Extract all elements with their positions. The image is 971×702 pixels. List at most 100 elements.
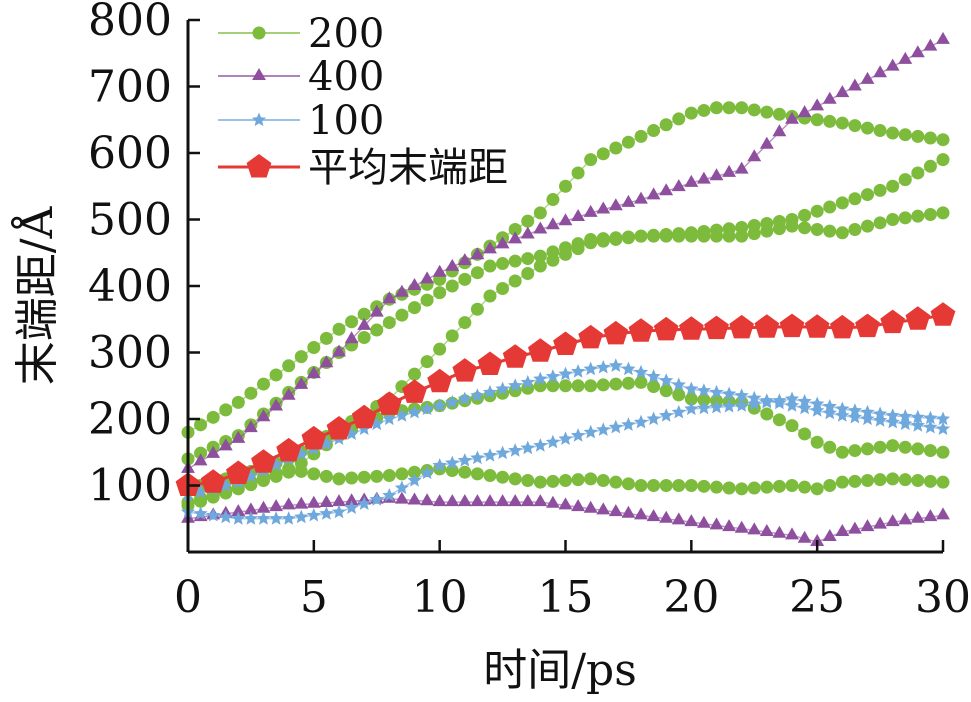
data-point: [306, 507, 321, 522]
data-point: [369, 304, 384, 317]
data-point: [709, 168, 724, 181]
data-point: [193, 453, 208, 466]
data-point: [734, 161, 749, 174]
data-point: [218, 509, 233, 524]
data-point: [697, 171, 711, 184]
data-point: [433, 286, 447, 300]
data-point: [910, 409, 925, 424]
data-point: [747, 103, 761, 117]
data-point: [634, 507, 648, 520]
data-point: [457, 453, 472, 467]
data-point: [835, 475, 849, 489]
data-point: [470, 266, 484, 280]
data-point: [797, 400, 812, 415]
data-point: [445, 329, 459, 343]
data-point: [911, 166, 925, 180]
data-point: [596, 474, 610, 488]
data-point: [760, 224, 774, 238]
data-point: [785, 479, 799, 492]
data-point: [672, 229, 686, 243]
data-point: [470, 302, 484, 316]
data-point: [445, 394, 460, 409]
data-point: [823, 479, 837, 492]
data-point: [810, 396, 825, 411]
data-point: [885, 414, 900, 429]
data-point: [369, 416, 384, 431]
data-point: [697, 515, 711, 528]
legend-item: 400: [218, 54, 384, 100]
data-point: [457, 494, 472, 507]
data-point: [697, 393, 711, 407]
data-point: [880, 309, 905, 334]
data-point: [244, 420, 258, 433]
data-point: [520, 374, 535, 389]
data-point: [402, 379, 427, 403]
data-point: [709, 517, 724, 530]
data-point: [873, 516, 887, 529]
data-point: [911, 442, 925, 456]
data-point: [747, 481, 761, 495]
data-point: [659, 118, 673, 132]
x-axis-title: 时间/ps: [483, 645, 637, 696]
data-point: [779, 313, 805, 338]
data-point: [936, 475, 950, 489]
data-point: [647, 380, 661, 394]
data-point: [357, 307, 371, 321]
y-tick-label: 500: [88, 195, 172, 246]
data-point: [445, 494, 460, 507]
data-point: [452, 358, 478, 382]
data-point: [923, 444, 937, 458]
x-tick-label: 5: [300, 572, 328, 623]
data-point: [332, 344, 346, 357]
data-point: [923, 131, 937, 145]
data-point: [810, 98, 825, 111]
data-point: [709, 399, 724, 414]
data-point: [747, 149, 762, 162]
data-point: [798, 480, 812, 494]
y-tick-label: 600: [88, 128, 172, 179]
data-point: [445, 279, 459, 293]
data-point: [533, 475, 547, 489]
data-point: [603, 320, 629, 345]
data-point: [583, 204, 598, 217]
data-point: [206, 410, 220, 424]
data-point: [326, 416, 352, 440]
data-point: [923, 509, 938, 522]
data-point: [420, 493, 434, 506]
data-point: [772, 393, 787, 407]
data-point: [231, 511, 246, 525]
data-point: [546, 474, 560, 488]
data-point: [671, 404, 686, 419]
data-point: [835, 445, 849, 459]
data-point: [747, 227, 761, 241]
data-point: [760, 407, 774, 421]
data-point: [344, 500, 359, 514]
data-point: [408, 301, 421, 315]
data-point: [873, 216, 887, 230]
data-point: [407, 492, 422, 505]
data-point: [659, 373, 674, 387]
data-point: [734, 388, 749, 402]
data-point: [395, 491, 409, 504]
data-point: [684, 229, 698, 243]
data-point: [345, 471, 359, 485]
y-tick-label: 300: [88, 328, 172, 379]
data-point: [659, 183, 674, 196]
data-point: [798, 427, 812, 441]
data-point: [545, 369, 560, 383]
data-point: [495, 236, 510, 249]
data-point: [798, 208, 812, 222]
data-point: [734, 520, 749, 533]
data-point: [848, 78, 862, 91]
series-4: [181, 462, 950, 509]
data-point: [898, 173, 912, 187]
data-point: [194, 446, 208, 460]
data-point: [596, 502, 611, 515]
series-5: [181, 31, 950, 473]
data-point: [433, 342, 447, 356]
data-point: [646, 411, 661, 426]
data-point: [647, 479, 661, 492]
data-point: [319, 469, 333, 483]
data-point: [407, 473, 422, 487]
